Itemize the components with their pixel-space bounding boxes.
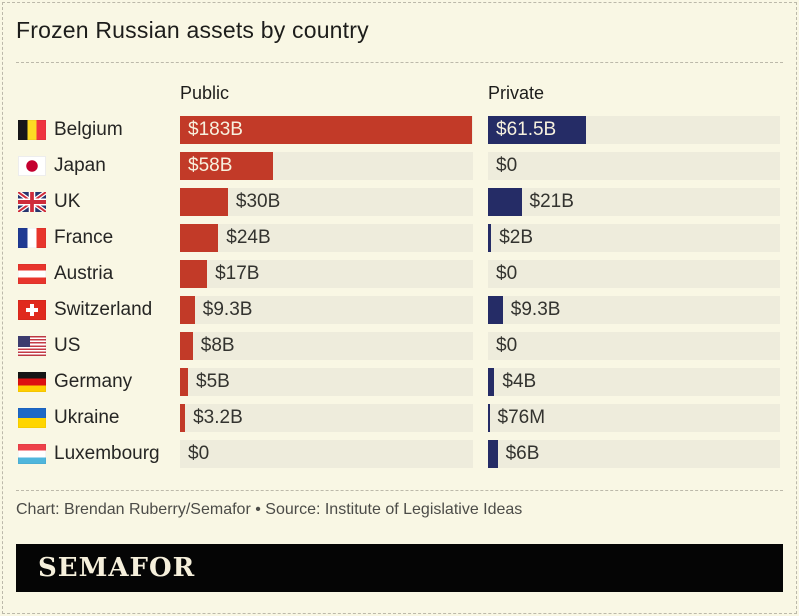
- chart-row: France $24B $2B: [3, 224, 796, 252]
- public-bar-track: $0: [180, 440, 473, 468]
- private-value-bar: [488, 296, 503, 324]
- private-value-label: $4B: [502, 371, 537, 392]
- chart-row: Austria $17B $0: [3, 260, 796, 288]
- us-flag-icon: [18, 336, 46, 356]
- uk-flag-icon: [18, 192, 46, 212]
- public-value-bar: [180, 332, 193, 360]
- public-bar-track: $30B: [180, 188, 473, 216]
- private-value-label: $0: [496, 263, 518, 284]
- private-value-label: $76M: [497, 407, 546, 428]
- austria-flag-icon: [18, 264, 46, 284]
- private-value-label: $2B: [499, 227, 533, 248]
- chart-row: Luxembourg $0 $6B: [3, 440, 796, 468]
- divider-top: [16, 62, 783, 63]
- chart-credit: Chart: Brendan Ruberry/Semafor • Source:…: [16, 501, 523, 518]
- public-bar-track: $8B: [180, 332, 473, 360]
- country-label: Ukraine: [54, 407, 120, 428]
- luxembourg-flag-icon: [18, 444, 46, 464]
- public-value-bar: [180, 116, 472, 144]
- private-value-bar: [488, 368, 495, 396]
- private-value-bar: [488, 224, 492, 252]
- private-column-header: Private: [488, 83, 545, 103]
- private-bar-track: $6B: [488, 440, 780, 468]
- public-bar-track: $58B: [180, 152, 473, 180]
- public-bar-track: $9.3B: [180, 296, 473, 324]
- chart-row: Switzerland $9.3B $9.3B: [3, 296, 796, 324]
- public-bar-track: $24B: [180, 224, 473, 252]
- public-value-label: $3.2B: [193, 407, 243, 428]
- private-value-label: $6B: [505, 443, 540, 464]
- country-label: France: [54, 227, 114, 248]
- country-label: Japan: [54, 155, 106, 176]
- japan-flag-icon: [18, 156, 46, 176]
- private-bar-track: $0: [488, 260, 780, 288]
- country-label: Belgium: [54, 119, 123, 140]
- chart-row: Japan $58B $0: [3, 152, 796, 180]
- public-value-bar: [180, 188, 228, 216]
- private-value-bar: [488, 116, 587, 144]
- private-bar-track: $0: [488, 332, 780, 360]
- public-value-bar: [180, 296, 195, 324]
- public-value-bar: [180, 152, 273, 180]
- public-bar-track: $3.2B: [180, 404, 473, 432]
- public-bar-track: $17B: [180, 260, 473, 288]
- country-label: Switzerland: [54, 299, 153, 320]
- country-label: UK: [54, 191, 81, 212]
- ukraine-flag-icon: [18, 408, 46, 428]
- public-value-label: $17B: [215, 263, 260, 284]
- divider-bottom: [16, 490, 783, 491]
- country-label: Austria: [54, 263, 114, 284]
- belgium-flag-icon: [18, 120, 46, 140]
- germany-flag-icon: [18, 372, 46, 392]
- chart-row: Belgium $183B $61.5B: [3, 116, 796, 144]
- public-column-header: Public: [180, 83, 230, 103]
- public-value-label: $0: [188, 443, 210, 464]
- public-value-label: $30B: [235, 191, 281, 212]
- private-value-label: $61.5B: [496, 119, 557, 140]
- public-bar-track: $183B: [180, 116, 473, 144]
- private-value-bar: [488, 440, 498, 468]
- public-value-label: $5B: [196, 371, 230, 392]
- private-bar-track: $4B: [488, 368, 780, 396]
- country-label: Luxembourg: [54, 443, 160, 464]
- public-value-bar: [180, 224, 219, 252]
- country-label: US: [54, 335, 81, 356]
- chart-row: Ukraine $3.2B $76M: [3, 404, 796, 432]
- chart-rows: Belgium $183B $61.5B Japan $58B $0 UK $30B $21B F…: [3, 116, 796, 468]
- private-bar-track: $0: [488, 152, 780, 180]
- private-bar-track: $21B: [488, 188, 780, 216]
- chart-row: UK $30B $21B: [3, 188, 796, 216]
- france-flag-icon: [18, 228, 46, 248]
- public-value-bar: [180, 404, 186, 432]
- private-value-bar: [488, 188, 522, 216]
- public-value-bar: [180, 260, 208, 288]
- public-value-label: $9.3B: [202, 299, 253, 320]
- series-headers: Public Private: [3, 83, 796, 107]
- switzerland-flag-icon: [18, 300, 46, 320]
- private-bar-track: $2B: [488, 224, 780, 252]
- private-bar-track: $9.3B: [488, 296, 780, 324]
- public-value-label: $183B: [188, 119, 243, 140]
- public-value-label: $24B: [226, 227, 271, 248]
- semafor-logo: SEMAFOR: [38, 553, 196, 583]
- public-value-label: $58B: [188, 155, 233, 176]
- private-bar-track: $61.5B: [488, 116, 780, 144]
- private-value-bar: [488, 404, 490, 432]
- private-bar-track: $76M: [488, 404, 780, 432]
- chart-title: Frozen Russian assets by country: [16, 17, 369, 43]
- private-value-label: $0: [496, 155, 518, 176]
- chart-row: US $8B $0: [3, 332, 796, 360]
- private-value-label: $0: [496, 335, 518, 356]
- chart-row: Germany $5B $4B: [3, 368, 796, 396]
- country-label: Germany: [54, 371, 133, 392]
- public-value-label: $8B: [200, 335, 235, 356]
- public-value-bar: [180, 368, 188, 396]
- private-value-label: $21B: [529, 191, 574, 212]
- semafor-logo-bar: SEMAFOR: [16, 544, 783, 592]
- private-value-label: $9.3B: [510, 299, 561, 320]
- public-bar-track: $5B: [180, 368, 473, 396]
